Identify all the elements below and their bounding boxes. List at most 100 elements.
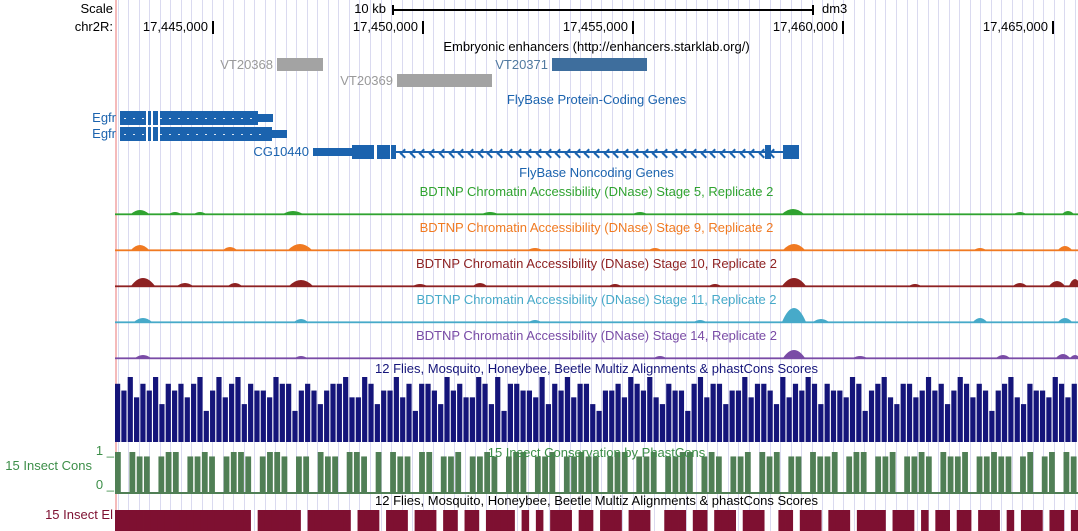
grid-line xyxy=(391,0,393,531)
track-title-phastcons: 15 Insect Conservation by PhastCons xyxy=(487,445,706,460)
grid-line xyxy=(654,0,656,531)
gene-label-Egfr: Egfr xyxy=(92,110,116,125)
grid-line xyxy=(717,0,719,531)
gene-exon-CG10440[interactable] xyxy=(783,145,799,159)
grid-line xyxy=(1064,0,1066,531)
track-title-dnase-0: BDTNP Chromatin Accessibility (DNase) St… xyxy=(419,184,774,199)
grid-line xyxy=(980,0,982,531)
track-title-enhancers: Embryonic enhancers (http://enhancers.st… xyxy=(443,39,750,54)
grid-line xyxy=(538,0,540,531)
insect-elements-track-label: 15 Insect El xyxy=(45,507,113,522)
grid-line xyxy=(464,0,466,531)
dnase-wiggle-track-1[interactable] xyxy=(115,234,1078,252)
strand-arrow-left-icon xyxy=(690,148,701,158)
enhancer-item-VT20368[interactable] xyxy=(277,58,323,71)
grid-line xyxy=(233,0,235,531)
grid-line xyxy=(159,0,161,531)
scale-row-label: Scale xyxy=(80,1,113,16)
grid-line xyxy=(580,0,582,531)
grid-line xyxy=(254,0,256,531)
strand-arrow-left-icon xyxy=(535,148,546,158)
grid-line xyxy=(769,0,771,531)
gene-exon-CG10440[interactable] xyxy=(391,145,396,159)
ruler-position-label: 17,450,000 xyxy=(352,19,418,34)
grid-line xyxy=(380,0,382,531)
grid-line xyxy=(485,0,487,531)
gene-exon-CG10440[interactable] xyxy=(313,148,352,156)
grid-line xyxy=(611,0,613,531)
strand-arrow-left-icon xyxy=(496,148,507,158)
grid-line xyxy=(1074,0,1076,531)
grid-line xyxy=(864,0,866,531)
grid-line xyxy=(191,0,193,531)
grid-line xyxy=(748,0,750,531)
grid-line xyxy=(559,0,561,531)
grid-line xyxy=(832,0,834,531)
ruler-position-label: 17,445,000 xyxy=(142,19,208,34)
grid-line xyxy=(275,0,277,531)
gene-utr-Egfr[interactable] xyxy=(258,114,273,122)
enhancer-label-VT20369: VT20369 xyxy=(340,73,393,88)
grid-line xyxy=(1022,0,1024,531)
grid-line xyxy=(296,0,298,531)
multiz-conservation-track[interactable] xyxy=(115,377,1078,442)
dnase-wiggle-track-3[interactable] xyxy=(115,306,1078,324)
dnase-wiggle-track-2[interactable] xyxy=(115,270,1078,288)
grid-line xyxy=(969,0,971,531)
gene-exon-CG10440[interactable] xyxy=(377,145,390,159)
gene-utr-Egfr[interactable] xyxy=(272,130,287,138)
enhancer-item-VT20369[interactable] xyxy=(397,74,492,87)
track-title-dnase-3: BDTNP Chromatin Accessibility (DNase) St… xyxy=(416,292,777,307)
insect-elements-track[interactable] xyxy=(115,510,1078,531)
gene-exon-CG10440[interactable] xyxy=(352,145,374,159)
grid-line xyxy=(959,0,961,531)
phastcons-axis-min: 0 _ xyxy=(95,477,114,492)
grid-line xyxy=(212,0,214,531)
grid-line xyxy=(433,0,435,531)
grid-line xyxy=(727,0,729,531)
grid-line xyxy=(906,0,908,531)
dnase-wiggle-track-4[interactable] xyxy=(115,342,1078,360)
grid-line xyxy=(990,0,992,531)
ruler-position-label: 17,465,000 xyxy=(982,19,1048,34)
grid-line xyxy=(874,0,876,531)
strand-arrow-left-icon xyxy=(428,148,439,158)
grid-line xyxy=(527,0,529,531)
grid-line xyxy=(811,0,813,531)
phastcons-histogram-track[interactable] xyxy=(115,450,1078,495)
gene-intron-dashes xyxy=(124,117,252,119)
dnase-wiggle-track-0[interactable] xyxy=(115,198,1078,216)
grid-line xyxy=(759,0,761,531)
grid-line xyxy=(706,0,708,531)
grid-line xyxy=(170,0,172,531)
grid-line xyxy=(348,0,350,531)
scale-bar-cap xyxy=(812,5,814,15)
grid-line xyxy=(801,0,803,531)
grid-line xyxy=(1053,0,1055,531)
grid-line xyxy=(675,0,677,531)
grid-line xyxy=(917,0,919,531)
ruler-tick xyxy=(212,21,214,34)
grid-line xyxy=(149,0,151,531)
ruler-position-label: 17,460,000 xyxy=(772,19,838,34)
grid-line xyxy=(285,0,287,531)
grid-line xyxy=(264,0,266,531)
gene-exon-CG10440[interactable] xyxy=(765,145,771,159)
grid-line xyxy=(338,0,340,531)
enhancer-item-VT20371[interactable] xyxy=(552,58,647,71)
grid-line xyxy=(948,0,950,531)
ruler-position-label: 17,455,000 xyxy=(562,19,628,34)
assembly-label: dm3 xyxy=(822,1,848,16)
phastcons-axis-max: 1 _ xyxy=(95,443,114,458)
grid-line xyxy=(180,0,182,531)
grid-line xyxy=(1043,0,1045,531)
track-title-dnase-1: BDTNP Chromatin Accessibility (DNase) St… xyxy=(419,220,774,235)
grid-line xyxy=(632,0,634,531)
grid-line xyxy=(843,0,845,531)
grid-line xyxy=(138,0,140,531)
track-title-flybase-coding: FlyBase Protein-Coding Genes xyxy=(506,92,687,107)
track-title-dnase-2: BDTNP Chromatin Accessibility (DNase) St… xyxy=(415,256,778,271)
grid-line xyxy=(222,0,224,531)
grid-line xyxy=(443,0,445,531)
